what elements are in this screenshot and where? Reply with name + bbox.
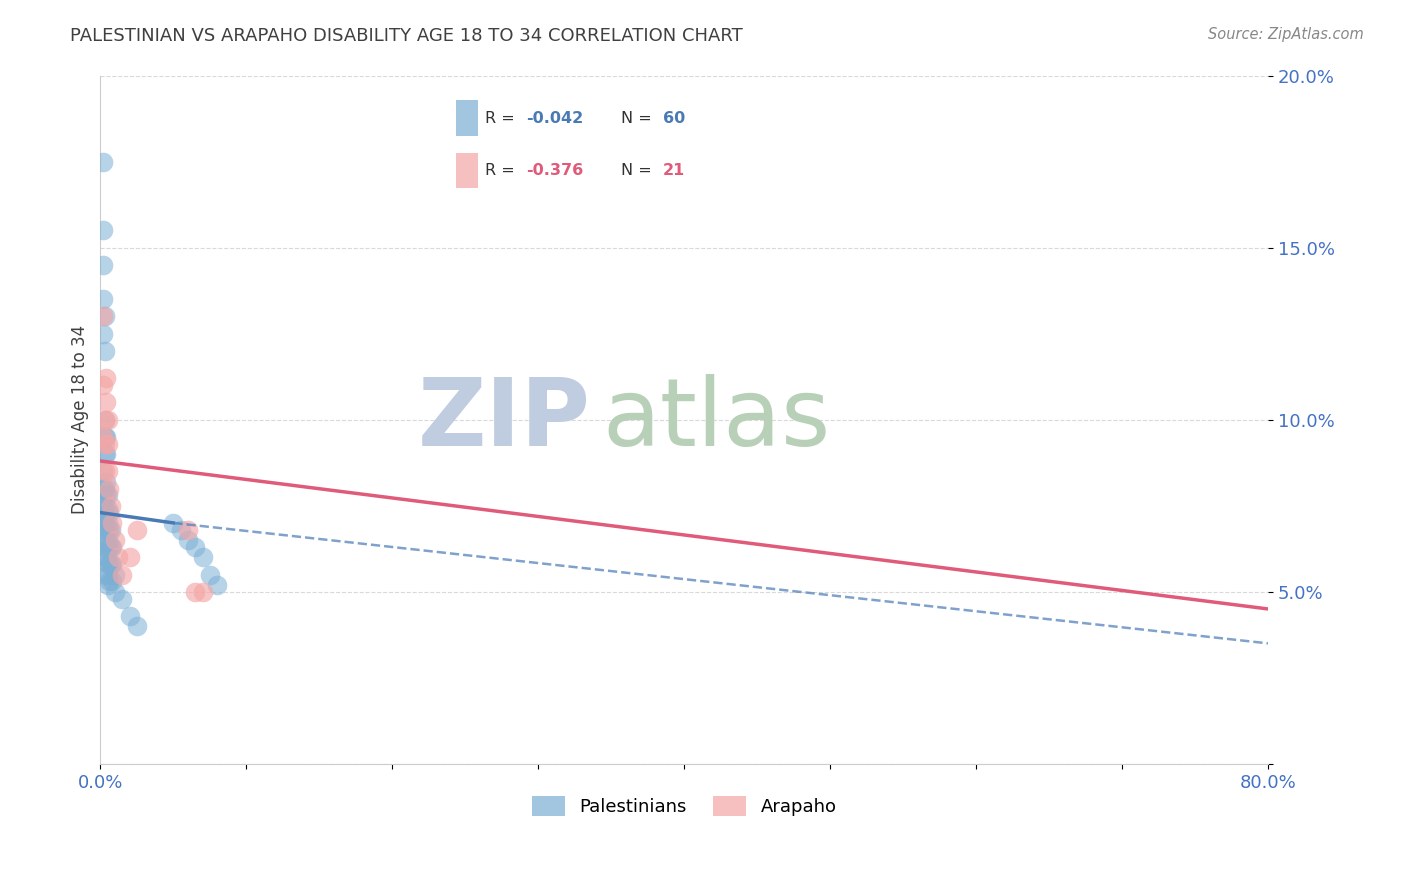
Point [93, 482, 115, 496]
Point [191, 584, 214, 599]
Text: atlas: atlas [602, 374, 831, 466]
Point [91, 154, 114, 169]
Point [104, 533, 127, 548]
Text: Source: ZipAtlas.com: Source: ZipAtlas.com [1208, 27, 1364, 42]
Point [125, 523, 148, 537]
Point [93, 550, 115, 565]
Point [93, 499, 115, 513]
Point [96, 430, 118, 444]
Point [104, 567, 127, 582]
Point [96, 488, 118, 502]
Point [91, 378, 114, 392]
Point [97, 464, 120, 478]
Point [91, 310, 114, 324]
Point [91, 223, 114, 237]
Point [98, 482, 121, 496]
Point [97, 567, 120, 582]
Point [100, 523, 122, 537]
Point [184, 540, 207, 554]
Point [191, 550, 214, 565]
Point [97, 436, 120, 450]
Point [91, 464, 114, 478]
Point [97, 516, 120, 530]
Point [96, 506, 118, 520]
Point [93, 412, 115, 426]
Point [177, 523, 200, 537]
Point [111, 591, 134, 606]
Point [96, 447, 118, 461]
Point [91, 326, 114, 341]
Point [91, 509, 114, 524]
Point [91, 499, 114, 513]
Point [91, 430, 114, 444]
Point [177, 533, 200, 548]
Point [91, 258, 114, 272]
Point [169, 523, 191, 537]
Point [93, 447, 115, 461]
Point [93, 343, 115, 358]
Point [98, 506, 121, 520]
Point [93, 412, 115, 426]
Point [205, 578, 228, 592]
Point [97, 558, 120, 572]
Point [93, 430, 115, 444]
Point [101, 540, 124, 554]
Point [91, 482, 114, 496]
Point [98, 523, 121, 537]
Point [184, 584, 207, 599]
Point [93, 533, 115, 548]
Point [93, 464, 115, 478]
Point [100, 540, 122, 554]
Point [91, 523, 114, 537]
Point [162, 516, 184, 530]
Point [98, 574, 121, 589]
Point [96, 475, 118, 489]
Point [111, 567, 134, 582]
Point [97, 412, 120, 426]
Point [118, 608, 141, 623]
Text: ZIP: ZIP [418, 374, 591, 466]
Point [100, 558, 122, 572]
Point [96, 567, 118, 582]
Point [93, 436, 115, 450]
Point [93, 516, 115, 530]
Point [97, 578, 120, 592]
Point [101, 558, 124, 572]
Point [100, 499, 122, 513]
Point [125, 619, 148, 633]
Point [93, 310, 115, 324]
Point [96, 371, 118, 385]
Point [96, 523, 118, 537]
Point [96, 395, 118, 409]
Point [198, 567, 221, 582]
Point [118, 550, 141, 565]
Point [107, 550, 129, 565]
Point [96, 540, 118, 554]
Point [97, 488, 120, 502]
Point [96, 550, 118, 565]
Point [101, 516, 124, 530]
Text: PALESTINIAN VS ARAPAHO DISABILITY AGE 18 TO 34 CORRELATION CHART: PALESTINIAN VS ARAPAHO DISABILITY AGE 18… [70, 27, 742, 45]
Point [91, 292, 114, 306]
Point [97, 533, 120, 548]
Point [97, 502, 120, 516]
Point [98, 540, 121, 554]
Point [101, 574, 124, 589]
Point [104, 584, 127, 599]
Y-axis label: Disability Age 18 to 34: Disability Age 18 to 34 [72, 325, 89, 514]
Legend: Palestinians, Arapaho: Palestinians, Arapaho [524, 789, 844, 823]
Point [97, 543, 120, 558]
Point [98, 558, 121, 572]
